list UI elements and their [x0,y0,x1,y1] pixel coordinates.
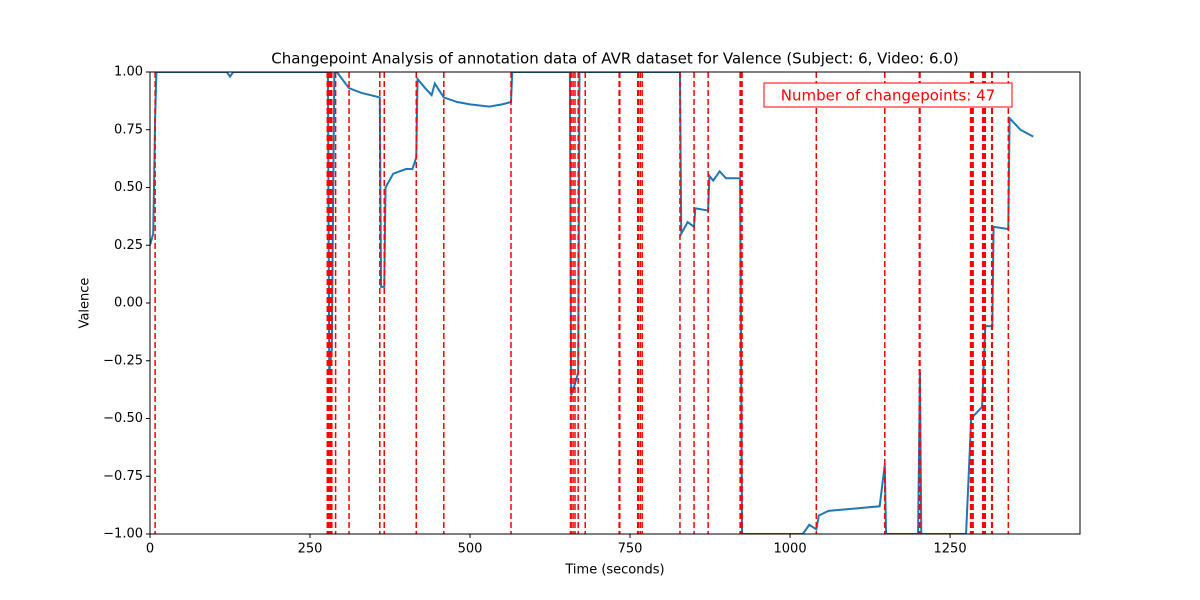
annotation-box [763,82,1013,108]
data-line [150,72,1034,534]
chart-title: Changepoint Analysis of annotation data … [271,50,958,68]
x-tick-label: 750 [618,542,643,557]
y-tick-label: −0.25 [103,353,143,368]
annotation: Number of changepoints: 47 [781,87,995,105]
y-tick-label: −0.50 [103,411,143,426]
y-axis-label: Valence [78,278,93,329]
y-tick-label: 0.25 [114,238,143,253]
y-tick-label: −0.75 [103,469,143,484]
x-tick-label: 250 [298,542,323,557]
y-tick-label: 0.75 [114,122,143,137]
x-tick-label: 500 [458,542,483,557]
x-axis-label: Time (seconds) [564,563,664,578]
y-tick-label: 0.00 [114,296,143,311]
plot-area [150,72,1034,534]
y-tick-label: 1.00 [114,65,143,80]
x-tick-label: 1000 [774,542,807,557]
y-tick-label: 0.50 [114,180,143,195]
x-tick-label: 0 [146,542,154,557]
y-tick-label: −1.00 [103,527,143,542]
x-tick-label: 1250 [934,542,967,557]
plot-frame [149,71,1081,535]
